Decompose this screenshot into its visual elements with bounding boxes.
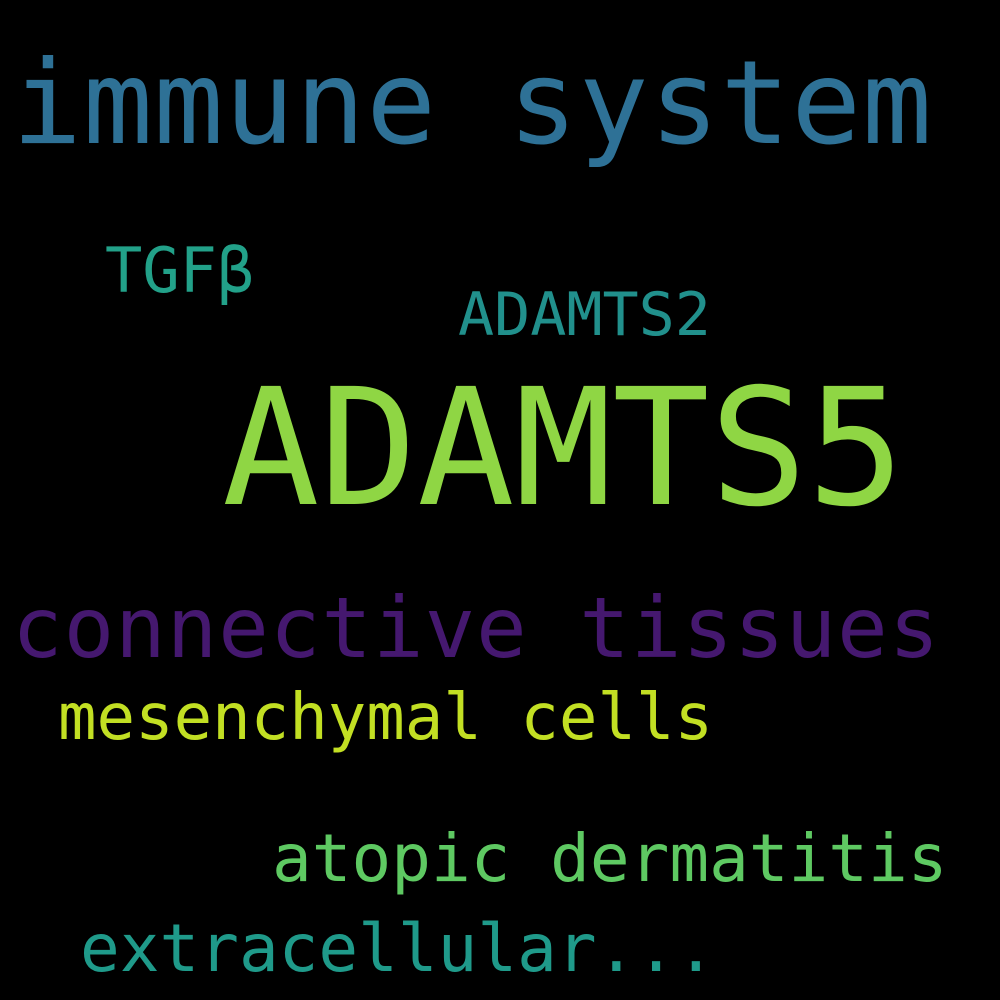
word-extracellular: extracellular... (80, 910, 716, 987)
word-immune-system: immune system (12, 36, 933, 171)
word-connective-tissues: connective tissues (12, 579, 941, 677)
word-adamts5: ADAMTS5 (222, 355, 905, 543)
word-tgf-beta: TGFβ (105, 234, 255, 307)
word-atopic-dermatitis: atopic dermatitis (272, 820, 948, 897)
word-adamts2: ADAMTS2 (458, 280, 711, 350)
word-mesenchymal-cells: mesenchymal cells (58, 681, 714, 755)
